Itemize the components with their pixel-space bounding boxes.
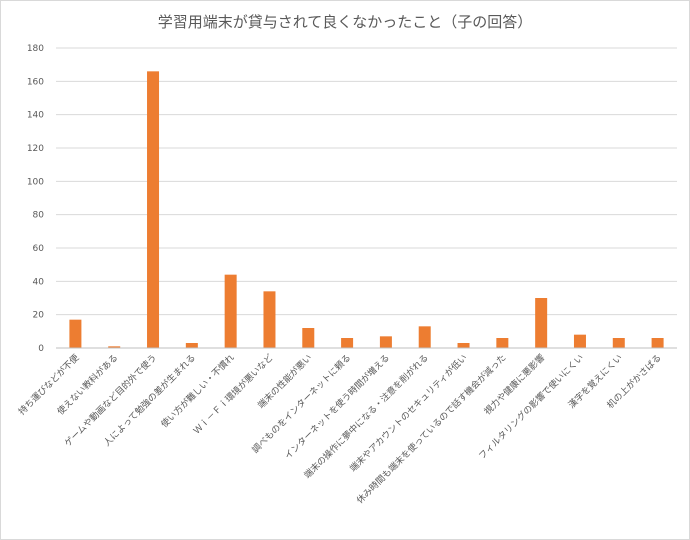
bar [302, 328, 315, 348]
y-tick-label: 180 [27, 44, 44, 54]
x-tick-label: Ｗｉ－Ｆｉ環境が悪いなど [191, 352, 276, 437]
bar [535, 298, 548, 348]
y-tick-label: 80 [33, 211, 45, 221]
bar [612, 338, 625, 348]
y-tick-label: 0 [38, 344, 44, 354]
bars [69, 71, 664, 348]
gridlines [56, 47, 677, 316]
bar [108, 346, 121, 348]
bar [147, 71, 160, 348]
bar [379, 336, 392, 348]
y-tick-label: 60 [33, 244, 45, 254]
bar [457, 343, 470, 348]
x-tick-label: 使い方が難しい・不慣れ [158, 352, 236, 430]
bar [185, 343, 198, 348]
y-axis-ticks: 0 20 40 60 80 100 120 140 160 180 [27, 44, 44, 354]
chart-title: 学習用端末が貸与されて良くなかったこと（子の回答） [157, 13, 533, 31]
y-tick-label: 120 [27, 144, 44, 154]
bar [651, 338, 664, 348]
bar [263, 291, 276, 348]
bar [496, 338, 509, 348]
bar [418, 326, 431, 348]
y-tick-label: 40 [33, 277, 45, 287]
y-tick-label: 100 [27, 177, 44, 187]
bar [69, 319, 82, 348]
x-axis-ticks: 持ち運びなどが不便使えない教科があるゲームや動画など目的外で使う人によって勉強の… [16, 352, 664, 507]
y-tick-label: 160 [27, 77, 44, 87]
y-tick-label: 140 [27, 111, 44, 121]
bar [341, 338, 354, 348]
bar [224, 274, 237, 348]
y-tick-label: 20 [33, 311, 45, 321]
bar [573, 334, 586, 348]
